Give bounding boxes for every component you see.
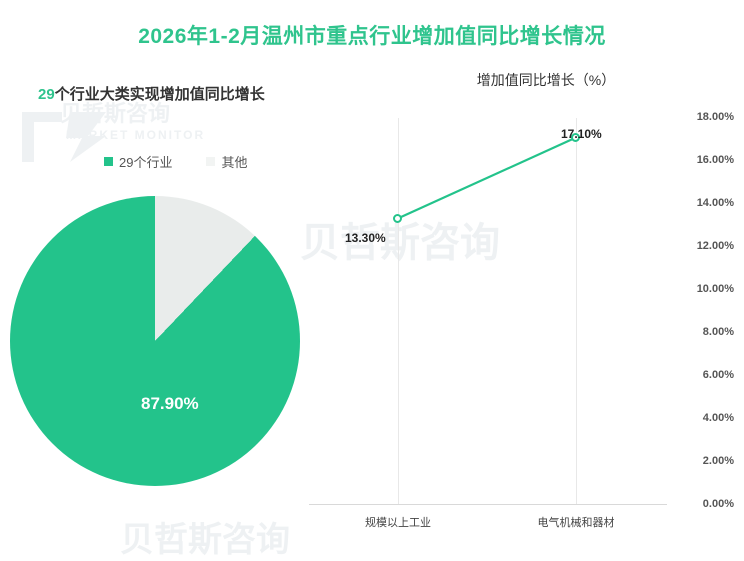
watermark-brand-en: MARKET MONITOR <box>66 128 206 142</box>
legend-swatch-icon <box>206 157 216 166</box>
data-point-marker[interactable] <box>393 214 402 223</box>
legend-label-main: 29个行业 <box>119 155 173 170</box>
gridline-vertical <box>398 118 399 504</box>
pie-subtitle-rest: 个行业大类实现增加值同比增长 <box>54 86 265 103</box>
data-label-1: 13.30% <box>345 231 386 245</box>
gridline-vertical <box>576 118 577 504</box>
pie-subtitle-highlight: 29 <box>38 86 55 103</box>
data-label-2: 17.10% <box>561 127 602 141</box>
y-tick-label: 16.00% <box>696 154 734 166</box>
y-tick-label: 18.00% <box>696 111 734 123</box>
pie-value-label: 87.90% <box>141 394 199 413</box>
page-title: 2026年1-2月温州市重点行业增加值同比增长情况 <box>138 25 606 48</box>
y-tick-label: 0.00% <box>702 498 734 510</box>
pie-slices <box>10 196 300 486</box>
legend-label-other: 其他 <box>221 155 248 170</box>
y-tick-label: 12.00% <box>696 240 734 252</box>
line-chart-title: 增加值同比增长（%） <box>476 72 616 88</box>
watermark-logo-icon <box>18 106 110 168</box>
x-axis-line <box>309 504 667 505</box>
y-tick-label: 14.00% <box>696 197 734 209</box>
y-tick-label: 2.00% <box>702 455 734 467</box>
pie-subtitle: 29个行业大类实现增加值同比增长 <box>38 83 265 104</box>
y-axis-ticks: 0.00% 2.00% 4.00% 6.00% 8.00% 10.00% 12.… <box>672 0 734 552</box>
pie-chart: 87.90% <box>10 196 300 486</box>
legend-item-main[interactable]: 29个行业 <box>104 152 172 171</box>
watermark-brand-bottom: 贝哲斯咨询 <box>120 521 290 559</box>
legend-item-other[interactable]: 其他 <box>206 152 247 171</box>
legend-swatch-icon <box>104 157 113 166</box>
x-tick-label: 电气机械和器材 <box>537 517 615 529</box>
y-tick-label: 10.00% <box>696 283 734 295</box>
x-tick-label: 规模以上工业 <box>365 517 431 529</box>
y-tick-label: 4.00% <box>702 412 734 424</box>
data-point-marker[interactable] <box>571 133 580 142</box>
pie-legend: 29个行业 其他 <box>104 152 247 171</box>
line-chart-plot <box>309 118 667 504</box>
y-tick-label: 6.00% <box>702 369 734 381</box>
y-tick-label: 8.00% <box>702 326 734 338</box>
